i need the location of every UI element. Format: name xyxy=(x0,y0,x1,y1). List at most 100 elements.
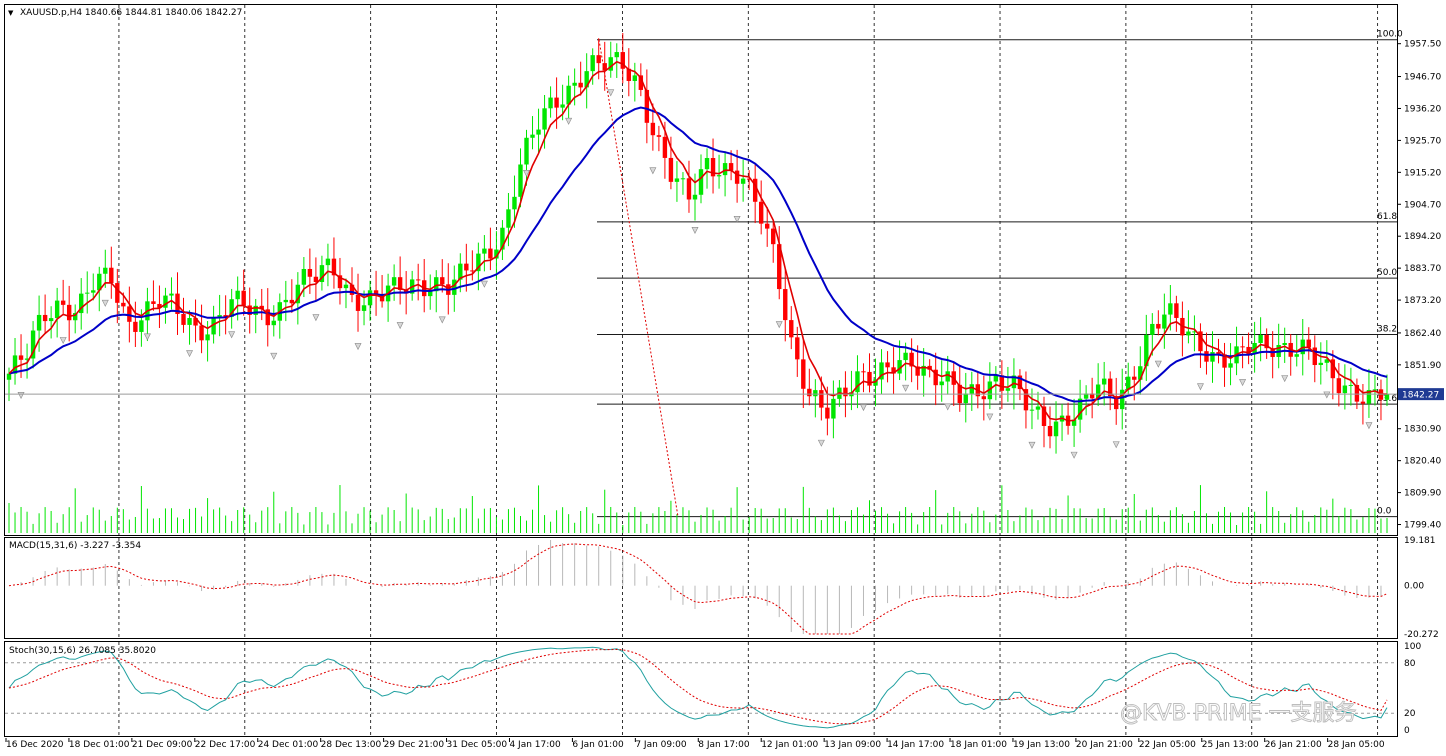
candle-body xyxy=(241,290,246,306)
candle-body xyxy=(301,268,307,285)
candle-body xyxy=(506,209,511,228)
candle-body xyxy=(879,362,884,380)
candle-body xyxy=(777,244,782,290)
fractal-arrow-icon xyxy=(944,403,952,411)
symbol-triangle-icon[interactable]: ▼ xyxy=(8,9,14,17)
candle-body xyxy=(1089,393,1095,399)
time-tick-label: 18 Jan 01:00 xyxy=(950,740,1007,750)
candle-body xyxy=(1101,378,1107,385)
candle-body xyxy=(66,304,72,321)
candle-body xyxy=(626,68,631,81)
candle-body xyxy=(861,371,866,373)
candle-body xyxy=(440,277,445,285)
price-tick-label: 1957.50 xyxy=(1404,40,1441,50)
candle-body xyxy=(1107,378,1113,397)
fractal-arrow-icon xyxy=(691,226,699,234)
fractal-arrow-icon xyxy=(733,215,741,223)
candle-body xyxy=(1077,398,1083,420)
fractal-arrow-icon xyxy=(817,439,825,447)
candle-body xyxy=(1228,363,1233,368)
volume-bars xyxy=(8,485,1388,533)
candle-body xyxy=(79,293,84,314)
candle-body xyxy=(60,300,66,305)
price-tick-label: 1936.20 xyxy=(1404,104,1441,114)
fractal-arrow-icon xyxy=(186,350,194,358)
time-axis: 16 Dec 2020 18 Dec 01:00 21 Dec 09:00 22 De… xyxy=(5,738,1385,750)
candle-body xyxy=(1246,346,1251,354)
candle-body xyxy=(337,275,343,289)
time-tick-label: 19 Jan 13:00 xyxy=(1013,740,1070,750)
candle-body xyxy=(921,365,926,376)
candle-body xyxy=(686,178,692,200)
price-tick-label: 1862.40 xyxy=(1404,329,1441,339)
candle-body xyxy=(692,194,698,200)
candle-body xyxy=(1011,375,1017,389)
candle-body xyxy=(343,284,349,289)
candle-body xyxy=(289,299,295,304)
fractal-arrow-icon xyxy=(902,384,910,392)
candle-body xyxy=(1330,359,1336,379)
candle-body xyxy=(428,291,433,297)
candle-body xyxy=(97,273,102,291)
candle-body xyxy=(1264,335,1269,349)
macd-tick-label: 19.181 xyxy=(1404,536,1436,546)
candle-body xyxy=(512,196,517,210)
candle-body xyxy=(349,284,355,295)
price-tick-label: 1830.90 xyxy=(1404,425,1441,435)
candle-body xyxy=(596,55,601,64)
macd-axis: 19.181 0.00 -20.272 xyxy=(1404,536,1439,640)
fractal-arrow-icon xyxy=(1154,360,1162,368)
candle-body xyxy=(1336,378,1342,394)
candle-body xyxy=(313,276,319,283)
candle-body xyxy=(48,318,54,322)
candle-body xyxy=(698,169,704,195)
candle-body xyxy=(151,301,156,304)
candle-body xyxy=(217,315,222,317)
candle-body xyxy=(235,290,240,300)
candle-body xyxy=(1162,314,1167,329)
candle-body xyxy=(1150,323,1155,335)
watermark-text: @KVB PRIME 一支服务 xyxy=(1120,701,1356,726)
time-tick-label: 28 Jan 05:00 xyxy=(1328,740,1385,750)
candle-body xyxy=(121,302,126,307)
candle-body xyxy=(1210,352,1215,362)
candle-body xyxy=(1023,389,1029,411)
candle-body xyxy=(127,306,132,322)
candle-body xyxy=(602,63,607,71)
candle-body xyxy=(807,388,812,397)
candle-body xyxy=(1354,384,1360,402)
time-tick-label: 31 Dec 05:00 xyxy=(447,740,508,750)
candle-body xyxy=(728,163,734,171)
candle-body xyxy=(133,321,138,332)
stochastic-axis: 100 80 20 0 xyxy=(1404,642,1421,736)
stoch-header: Stoch(30,15,6) 26.7085 35.8020 xyxy=(9,646,156,656)
candle-body xyxy=(1306,339,1311,348)
price-tick-label: 1883.70 xyxy=(1404,264,1441,274)
candle-body xyxy=(867,371,872,386)
candle-body xyxy=(488,248,493,259)
candle-body xyxy=(722,163,728,176)
price-tick-label: 1873.20 xyxy=(1404,296,1441,306)
candle-body xyxy=(993,375,999,382)
candle-body xyxy=(566,85,571,105)
candle-body xyxy=(1168,303,1173,315)
candle-body xyxy=(283,299,289,303)
main-pane-frame xyxy=(4,4,1398,536)
candle-body xyxy=(554,97,559,108)
stoch-tick-label: 0 xyxy=(1404,726,1410,736)
candle-body xyxy=(680,178,686,180)
candle-body xyxy=(307,268,313,277)
candle-body xyxy=(668,157,674,182)
candle-body xyxy=(939,381,944,386)
candle-body xyxy=(12,355,18,374)
candle-body xyxy=(801,359,806,389)
candle-body xyxy=(331,258,337,276)
fractal-arrows xyxy=(17,89,1373,459)
fib-level-label: 0.0 xyxy=(1377,507,1392,517)
fast-moving-average-line xyxy=(8,60,1388,422)
candle-body xyxy=(139,320,144,332)
fractal-arrow-icon xyxy=(523,169,530,177)
candle-body xyxy=(963,393,968,404)
fractal-arrow-icon xyxy=(59,337,67,345)
fractal-arrow-icon xyxy=(1323,391,1331,399)
